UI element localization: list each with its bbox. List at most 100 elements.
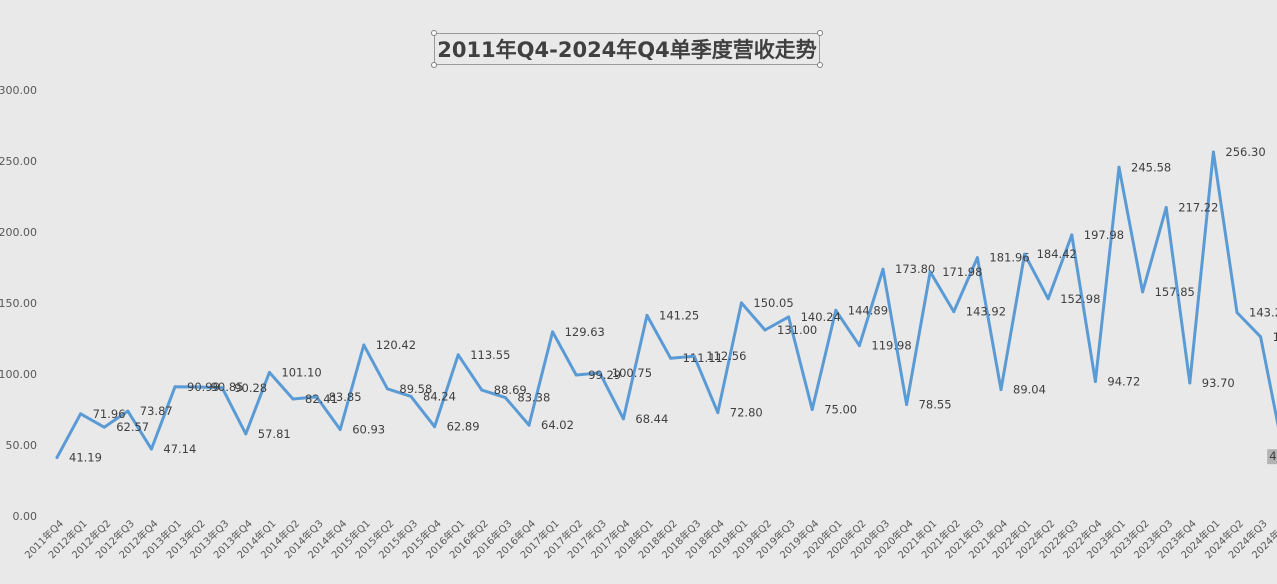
data-point xyxy=(291,397,295,401)
data-point xyxy=(763,328,767,332)
data-label: 60.93 xyxy=(352,422,385,436)
data-label: 90.85 xyxy=(211,380,244,394)
data-point xyxy=(197,385,201,389)
title-resize-handle[interactable] xyxy=(431,62,437,68)
data-label: 141.25 xyxy=(659,308,699,322)
data-point xyxy=(952,310,956,314)
data-point xyxy=(999,388,1003,392)
data-point xyxy=(433,425,437,429)
data-point xyxy=(315,395,319,399)
y-tick-label: 250.00 xyxy=(0,155,37,168)
y-tick-label: 100.00 xyxy=(0,368,37,381)
data-label: 173.80 xyxy=(895,262,935,276)
y-tick-label: 0.00 xyxy=(13,510,38,523)
data-point xyxy=(149,447,153,451)
data-point xyxy=(1023,252,1027,256)
data-point xyxy=(503,396,507,400)
data-label: 171.98 xyxy=(942,265,982,279)
data-point xyxy=(975,256,979,260)
data-label: 75.00 xyxy=(824,403,857,417)
data-point xyxy=(267,370,271,374)
data-label: 101.10 xyxy=(281,365,321,379)
data-point xyxy=(1117,165,1121,169)
data-point xyxy=(1188,381,1192,385)
data-label: 82.41 xyxy=(305,392,338,406)
data-label: 64.02 xyxy=(541,418,574,432)
data-point xyxy=(645,313,649,317)
data-label: 89.04 xyxy=(1013,383,1046,397)
data-point xyxy=(1046,297,1050,301)
data-label: 47.14 xyxy=(163,442,196,456)
data-point xyxy=(574,373,578,377)
data-label: 78.55 xyxy=(919,397,952,411)
data-label: 42.11 xyxy=(1269,449,1277,463)
data-label: 152.98 xyxy=(1060,292,1100,306)
data-point xyxy=(905,402,909,406)
data-point xyxy=(173,385,177,389)
data-label: 157.85 xyxy=(1155,285,1195,299)
data-label: 88.69 xyxy=(494,383,527,397)
data-point xyxy=(527,423,531,427)
data-point xyxy=(1164,206,1168,210)
data-label: 72.80 xyxy=(730,406,763,420)
data-point xyxy=(1211,150,1215,154)
data-point xyxy=(220,386,224,390)
data-point xyxy=(1093,379,1097,383)
data-label: 129.63 xyxy=(565,325,605,339)
data-label: 93.70 xyxy=(1202,376,1235,390)
title-resize-handle[interactable] xyxy=(431,30,437,36)
data-point xyxy=(244,432,248,436)
y-tick-label: 300.00 xyxy=(0,84,37,97)
data-label: 144.89 xyxy=(848,303,888,317)
y-tick-label: 200.00 xyxy=(0,226,37,239)
data-label: 143.29 xyxy=(1249,306,1277,320)
chart-title[interactable]: 2011年Q4-2024年Q4单季度营收走势 xyxy=(434,33,820,65)
data-label: 57.81 xyxy=(258,427,291,441)
data-point xyxy=(1070,233,1074,237)
data-label: 90.28 xyxy=(234,381,267,395)
data-label: 140.24 xyxy=(801,310,841,324)
data-label: 62.89 xyxy=(447,420,480,434)
data-point xyxy=(126,409,130,413)
data-point xyxy=(621,417,625,421)
data-label: 126.23 xyxy=(1273,330,1277,344)
data-point xyxy=(881,267,885,271)
data-point xyxy=(692,354,696,358)
data-label: 90.99 xyxy=(187,380,220,394)
data-point xyxy=(55,456,59,460)
data-label: 112.56 xyxy=(706,349,746,363)
data-label: 100.75 xyxy=(612,366,652,380)
data-point xyxy=(739,301,743,305)
data-label: 83.38 xyxy=(517,391,550,405)
title-resize-handle[interactable] xyxy=(817,62,823,68)
data-label: 184.42 xyxy=(1037,247,1077,261)
data-label: 131.00 xyxy=(777,323,817,337)
data-label: 41.19 xyxy=(69,451,102,465)
data-label: 197.98 xyxy=(1084,228,1124,242)
data-label-highlight xyxy=(1267,449,1277,465)
data-point xyxy=(1259,335,1263,339)
data-point xyxy=(456,353,460,357)
data-point xyxy=(834,308,838,312)
data-point xyxy=(669,356,673,360)
data-label: 150.05 xyxy=(753,296,793,310)
data-point xyxy=(409,394,413,398)
data-label: 245.58 xyxy=(1131,160,1171,174)
data-point xyxy=(102,425,106,429)
data-label: 120.42 xyxy=(376,338,416,352)
y-tick-label: 150.00 xyxy=(0,297,37,310)
data-label: 84.24 xyxy=(423,389,456,403)
data-point xyxy=(716,411,720,415)
data-point xyxy=(385,387,389,391)
data-point xyxy=(480,388,484,392)
data-label: 256.30 xyxy=(1225,145,1265,159)
data-label: 143.92 xyxy=(966,305,1006,319)
data-label: 73.87 xyxy=(140,404,173,418)
data-point xyxy=(598,371,602,375)
data-point xyxy=(857,344,861,348)
data-label: 83.85 xyxy=(329,390,362,404)
data-point xyxy=(810,408,814,411)
title-resize-handle[interactable] xyxy=(817,30,823,36)
